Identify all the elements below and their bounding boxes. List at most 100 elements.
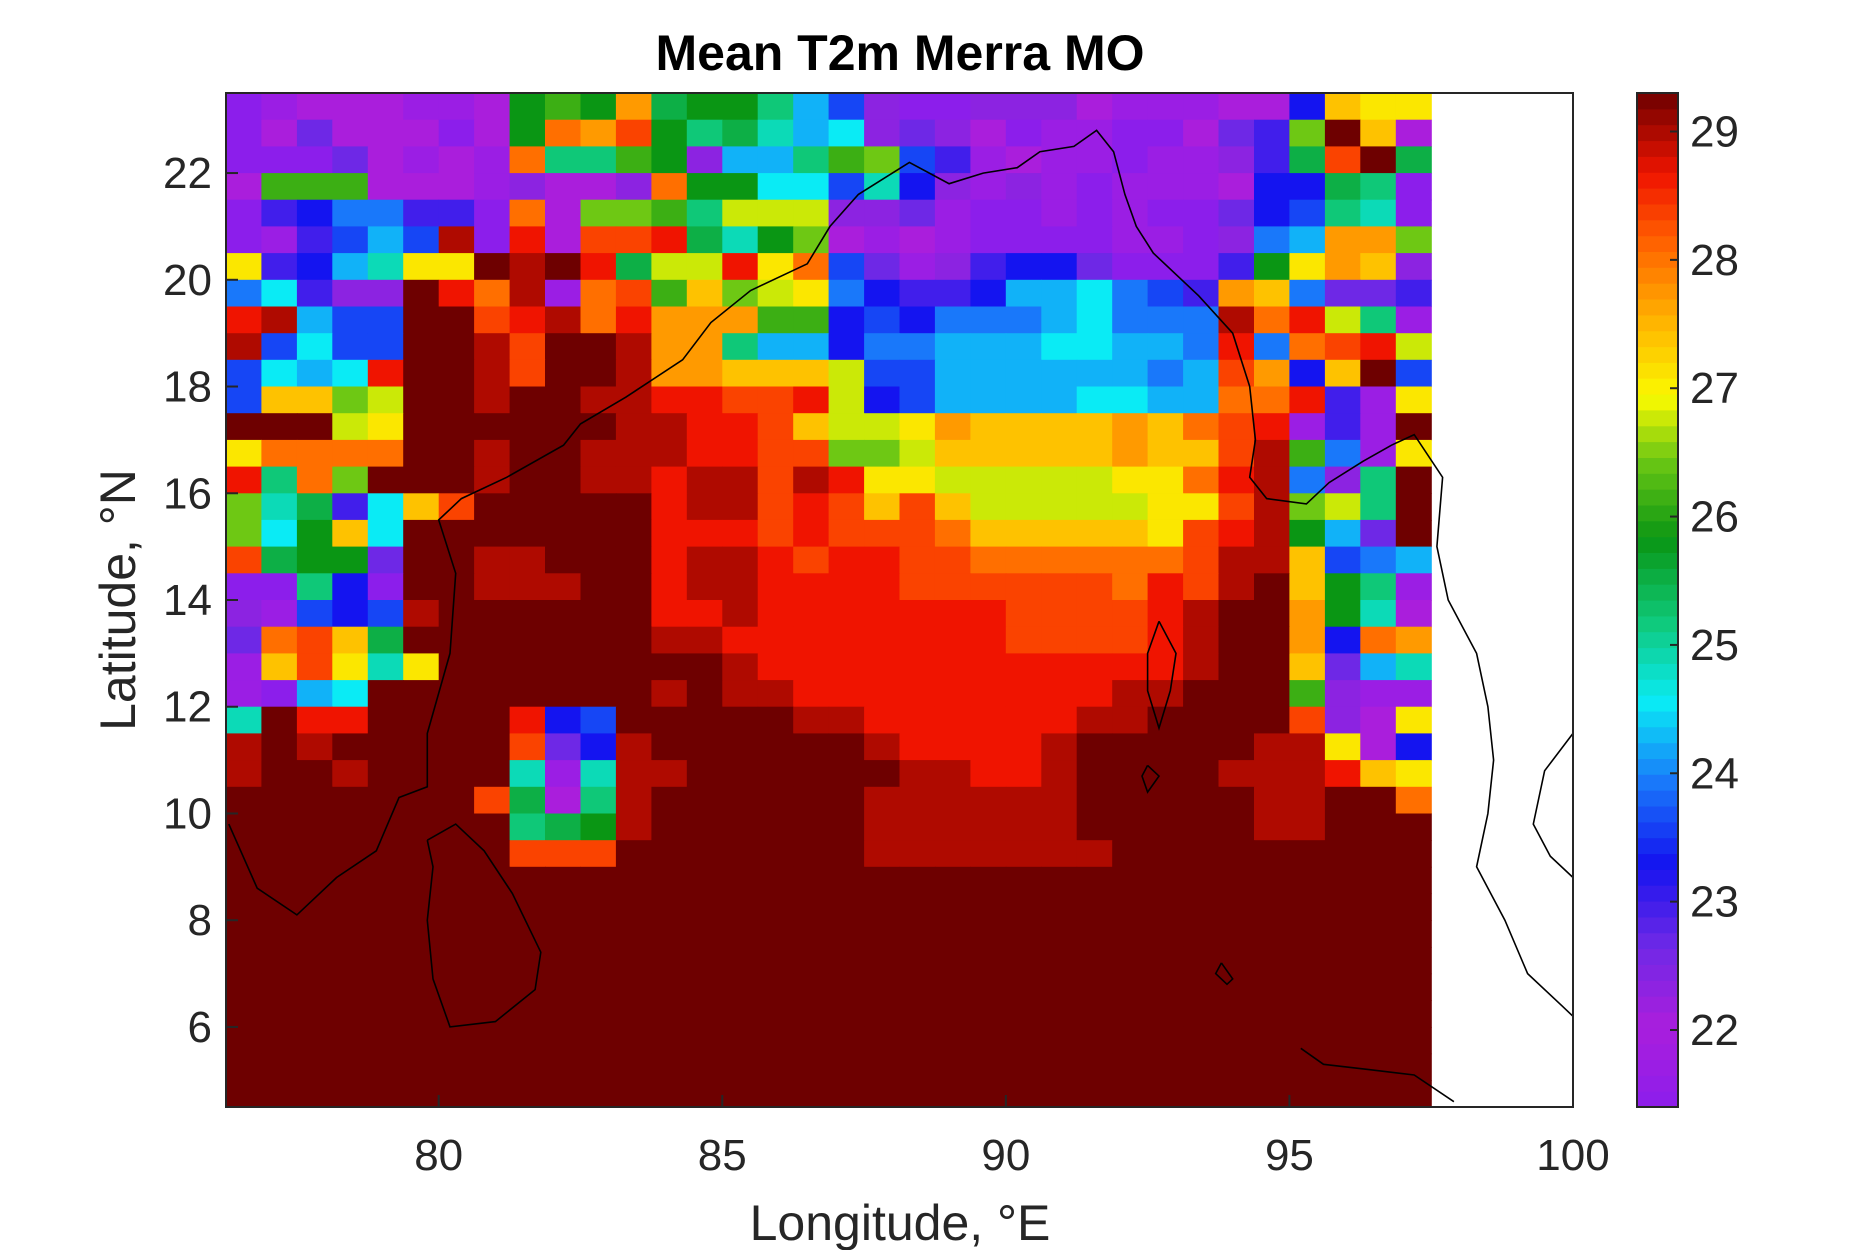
heatmap-cell xyxy=(1254,1000,1290,1028)
heatmap-cell xyxy=(474,893,511,921)
heatmap-cell xyxy=(615,466,652,494)
heatmap-cell xyxy=(1360,519,1397,548)
heatmap-cell xyxy=(1005,253,1042,281)
heatmap-cell xyxy=(1183,226,1220,254)
colorbar-tick-label: 25 xyxy=(1690,621,1739,670)
heatmap-cell xyxy=(1360,119,1397,147)
heatmap-cell xyxy=(1395,573,1432,601)
heatmap-cell xyxy=(296,946,333,975)
heatmap-cell xyxy=(226,920,262,948)
heatmap-cell xyxy=(509,333,546,361)
heatmap-cell xyxy=(1112,279,1149,308)
heatmap-cell xyxy=(261,253,298,281)
heatmap-cell xyxy=(332,706,369,734)
heatmap-cell xyxy=(296,519,333,548)
heatmap-cell xyxy=(1218,226,1255,254)
heatmap-cell xyxy=(1395,706,1432,734)
heatmap-cell xyxy=(864,333,901,361)
heatmap-cell xyxy=(1041,920,1078,948)
x-tick-label: 85 xyxy=(698,1131,747,1180)
heatmap-cell xyxy=(438,920,475,948)
heatmap-cell xyxy=(367,946,404,975)
heatmap-cell xyxy=(403,733,440,761)
heatmap-cell xyxy=(1360,600,1397,628)
heatmap-cell xyxy=(1147,786,1184,815)
heatmap-cell xyxy=(1289,1000,1326,1028)
heatmap-cell xyxy=(899,760,936,788)
heatmap-cell xyxy=(722,359,759,388)
heatmap-cell xyxy=(934,279,971,308)
heatmap-cell xyxy=(1254,573,1290,601)
heatmap-cell xyxy=(828,626,865,654)
heatmap-cell xyxy=(438,733,475,761)
heatmap-cell xyxy=(403,226,440,254)
heatmap-cell xyxy=(474,359,511,388)
heatmap-cell xyxy=(722,706,759,734)
heatmap-cell xyxy=(1324,199,1361,227)
heatmap-cell xyxy=(864,840,901,868)
heatmap-cell xyxy=(757,439,794,468)
heatmap-cell xyxy=(1112,306,1149,334)
heatmap-cell xyxy=(793,306,830,334)
heatmap-cell xyxy=(757,813,794,841)
heatmap-cell xyxy=(1041,973,1078,1001)
heatmap-cell xyxy=(793,1080,830,1108)
heatmap-cell xyxy=(403,893,440,921)
heatmap-cell xyxy=(828,306,865,334)
heatmap-cell xyxy=(934,866,971,895)
heatmap-cell xyxy=(1324,920,1361,948)
heatmap-cell xyxy=(757,973,794,1001)
heatmap-cell xyxy=(1395,1026,1432,1055)
heatmap-cell xyxy=(580,573,617,601)
heatmap-cell xyxy=(1183,573,1220,601)
heatmap-cell xyxy=(1041,813,1078,841)
heatmap-cell xyxy=(1147,226,1184,254)
heatmap-cell xyxy=(438,786,475,815)
heatmap-cell xyxy=(1183,493,1220,521)
heatmap-cell xyxy=(899,386,936,414)
heatmap-cell xyxy=(1254,733,1290,761)
heatmap-cell xyxy=(1147,1053,1184,1081)
heatmap-cell xyxy=(828,653,865,681)
heatmap-cell xyxy=(864,1080,901,1108)
heatmap-cell xyxy=(828,146,865,174)
heatmap-cell xyxy=(651,866,688,895)
heatmap-cell xyxy=(545,1026,581,1055)
heatmap-cell xyxy=(438,680,475,708)
heatmap-cell xyxy=(1324,680,1361,708)
heatmap-cell xyxy=(934,653,971,681)
heatmap-cell xyxy=(1112,733,1149,761)
heatmap-cell xyxy=(332,893,369,921)
heatmap-cell xyxy=(332,253,369,281)
heatmap-cell xyxy=(261,893,298,921)
heatmap-cell xyxy=(651,920,688,948)
heatmap-cell xyxy=(1005,359,1042,388)
heatmap-cell xyxy=(615,893,652,921)
heatmap-cell xyxy=(793,439,830,468)
heatmap-cell xyxy=(1395,173,1432,201)
heatmap-cell xyxy=(367,93,404,121)
heatmap-cell xyxy=(1360,706,1397,734)
colorbar-segment xyxy=(1637,330,1678,348)
heatmap-cell xyxy=(580,519,617,548)
heatmap-cell xyxy=(864,439,901,468)
heatmap-cell xyxy=(722,653,759,681)
heatmap-cell xyxy=(828,386,865,414)
heatmap-cell xyxy=(1324,1026,1361,1055)
heatmap-cell xyxy=(1289,199,1326,227)
heatmap-cell xyxy=(1218,813,1255,841)
heatmap-cell xyxy=(580,786,617,815)
heatmap-cell xyxy=(332,493,369,521)
heatmap-cell xyxy=(1005,920,1042,948)
heatmap-cell xyxy=(545,653,581,681)
heatmap-cell xyxy=(934,226,971,254)
x-tick-label: 95 xyxy=(1265,1131,1314,1180)
heatmap-cell xyxy=(615,519,652,548)
heatmap-cell xyxy=(1076,893,1113,921)
heatmap-cell xyxy=(403,519,440,548)
heatmap-cell xyxy=(1076,920,1113,948)
heatmap-cell xyxy=(367,866,404,895)
heatmap-cell xyxy=(226,573,262,601)
heatmap-cell xyxy=(793,546,830,574)
heatmap-cell xyxy=(226,546,262,574)
